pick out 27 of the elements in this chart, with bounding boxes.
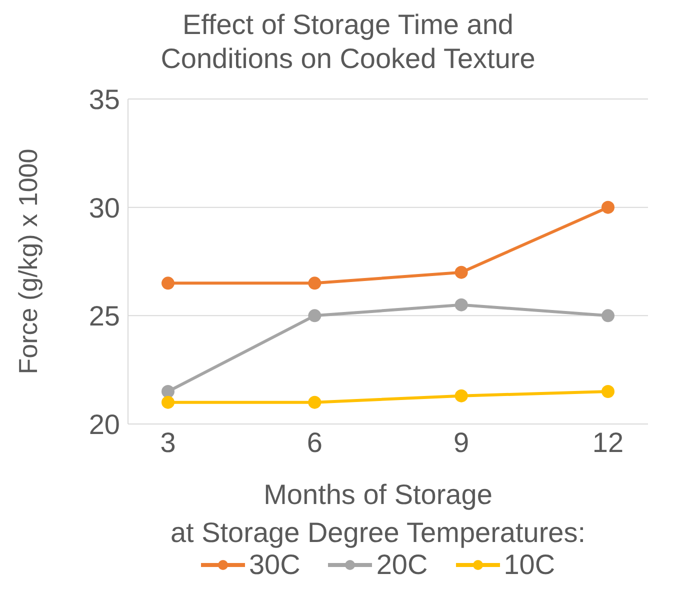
point	[454, 298, 468, 312]
x-tick-label: 12	[592, 427, 624, 458]
y-tick-label: 20	[88, 409, 120, 440]
chart-title: Effect of Storage Time and Conditions on Cooked Texture	[160, 8, 536, 76]
y-tick-label: 25	[88, 300, 120, 332]
legend-label: 10C	[504, 549, 556, 582]
point	[602, 309, 614, 322]
x-tick-label: 3	[160, 427, 176, 458]
y-tick-label: 30	[88, 192, 120, 224]
legend-label: 20C	[376, 549, 428, 582]
point	[308, 276, 322, 290]
point	[454, 266, 468, 280]
point	[162, 385, 174, 398]
x-tick-label: 9	[454, 427, 470, 458]
point	[308, 396, 322, 410]
y-tick-label: 35	[88, 84, 120, 116]
point	[454, 390, 468, 403]
y-axis-title: Force (g/kg) x 1000	[13, 148, 44, 374]
point	[162, 276, 174, 290]
point	[602, 201, 614, 214]
point	[162, 396, 174, 410]
point	[308, 309, 322, 322]
x-tick-label: 6	[306, 427, 322, 458]
legend-label: 30C	[248, 549, 300, 582]
legend-title: at Storage Degree Temperatures:	[169, 517, 587, 550]
x-axis-title: Months of Storage	[262, 479, 494, 512]
point	[602, 385, 614, 398]
